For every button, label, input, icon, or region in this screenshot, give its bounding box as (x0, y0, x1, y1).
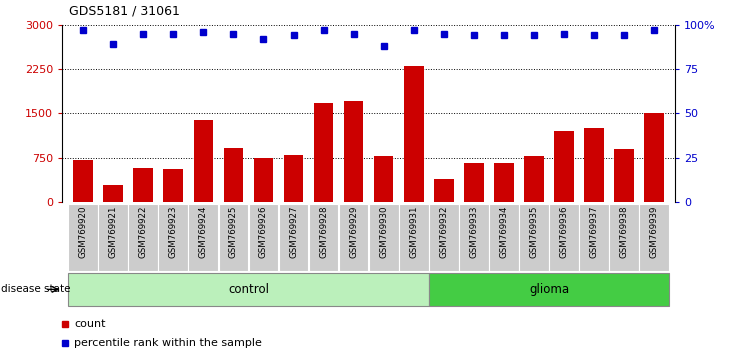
Text: GSM769931: GSM769931 (410, 206, 418, 258)
Bar (639, 204, 669, 271)
Text: GSM769923: GSM769923 (169, 206, 178, 258)
Bar (223, 148, 243, 202)
Text: GSM769929: GSM769929 (349, 206, 358, 258)
Bar (579, 204, 609, 271)
Text: control: control (228, 283, 269, 296)
Bar (314, 103, 334, 202)
Bar (459, 204, 489, 271)
Bar (369, 204, 399, 271)
Bar (554, 131, 574, 202)
Text: GSM769937: GSM769937 (590, 206, 599, 258)
Bar (404, 66, 423, 202)
Bar (254, 158, 273, 202)
Text: glioma: glioma (529, 283, 569, 296)
Bar (188, 204, 218, 271)
Text: GSM769927: GSM769927 (289, 206, 298, 258)
Bar (344, 102, 364, 202)
Bar (134, 167, 153, 202)
Bar (193, 120, 213, 202)
Bar (399, 204, 429, 271)
Text: GDS5181 / 31061: GDS5181 / 31061 (69, 5, 180, 18)
Bar (104, 185, 123, 202)
Bar (128, 204, 158, 271)
Text: GSM769934: GSM769934 (499, 206, 508, 258)
Bar (279, 204, 308, 271)
Bar (429, 204, 458, 271)
Bar (68, 204, 98, 271)
Bar (309, 204, 339, 271)
Bar (610, 204, 639, 271)
Text: GSM769920: GSM769920 (79, 206, 88, 258)
Text: percentile rank within the sample: percentile rank within the sample (74, 338, 262, 348)
Bar (524, 156, 544, 202)
Bar (248, 204, 278, 271)
Text: GSM769930: GSM769930 (379, 206, 388, 258)
Text: GSM769933: GSM769933 (469, 206, 478, 258)
Text: GSM769935: GSM769935 (529, 206, 539, 258)
Bar (549, 204, 579, 271)
Text: disease state: disease state (1, 284, 71, 295)
Bar (434, 179, 453, 202)
Bar (284, 155, 303, 202)
Bar (339, 204, 369, 271)
Text: GSM769925: GSM769925 (229, 206, 238, 258)
Bar (645, 113, 664, 202)
Text: GSM769928: GSM769928 (319, 206, 328, 258)
Text: GSM769939: GSM769939 (650, 206, 658, 258)
Bar (584, 128, 604, 202)
Bar (99, 204, 128, 271)
Bar (158, 204, 188, 271)
Text: GSM769926: GSM769926 (259, 206, 268, 258)
Text: GSM769936: GSM769936 (559, 206, 569, 258)
Bar (615, 149, 634, 202)
Bar (494, 164, 514, 202)
Bar (519, 204, 549, 271)
Text: GSM769938: GSM769938 (620, 206, 629, 258)
Bar (73, 160, 93, 202)
Text: GSM769922: GSM769922 (139, 206, 147, 258)
Text: count: count (74, 319, 106, 329)
Bar (68, 273, 429, 306)
Text: GSM769932: GSM769932 (439, 206, 448, 258)
Bar (429, 273, 669, 306)
Bar (489, 204, 519, 271)
Bar (218, 204, 248, 271)
Bar (164, 169, 183, 202)
Bar (464, 163, 484, 202)
Text: GSM769921: GSM769921 (109, 206, 118, 258)
Text: GSM769924: GSM769924 (199, 206, 208, 258)
Bar (374, 156, 393, 202)
